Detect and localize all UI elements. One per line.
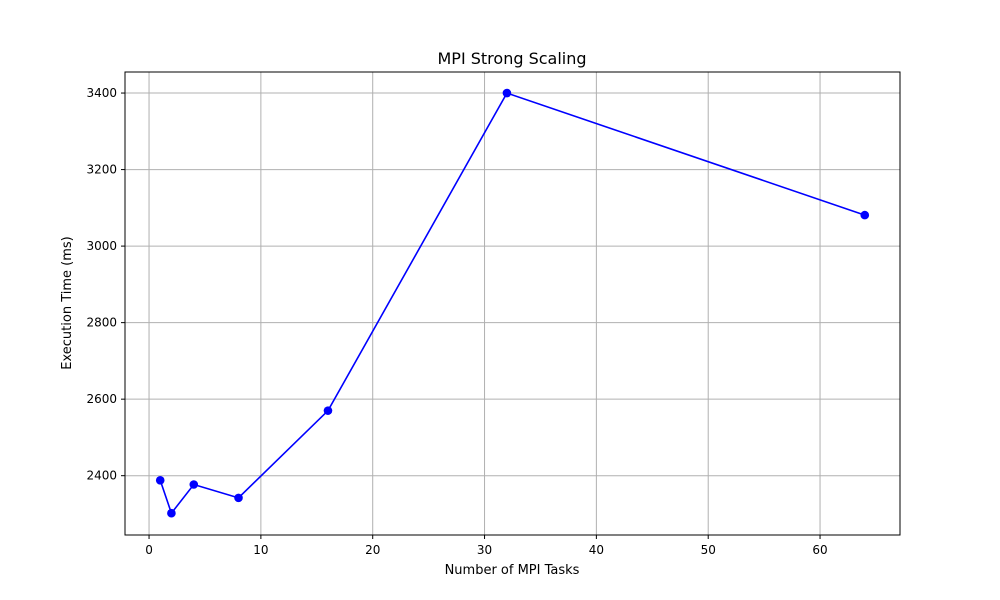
chart-title: MPI Strong Scaling: [437, 49, 586, 68]
x-axis-label: Number of MPI Tasks: [445, 563, 580, 578]
data-point: [234, 493, 243, 503]
data-point: [189, 480, 199, 489]
x-tick-label: 40: [589, 543, 604, 557]
data-point: [502, 88, 512, 98]
y-tick-label: 2400: [86, 469, 117, 483]
data-point: [155, 475, 165, 485]
data-point: [167, 508, 176, 518]
y-tick-label: 3200: [86, 163, 117, 177]
x-tick-label: 20: [365, 543, 380, 557]
y-tick-label: 3400: [86, 86, 117, 100]
data-point: [860, 210, 870, 220]
data-point: [323, 406, 333, 415]
y-axis-label: Execution Time (ms): [60, 236, 75, 369]
series-line: [159, 92, 866, 515]
x-tick-label: 10: [253, 543, 268, 557]
grid-layer: [125, 72, 900, 535]
x-tick-label: 60: [812, 543, 827, 557]
x-tick-label: 0: [145, 543, 153, 557]
plot-frame: [124, 71, 901, 536]
x-tick-label: 50: [701, 543, 716, 557]
ticks-layer: 0 10 20 30 40 50 60 2400 2600 2800 3000 3200 3400: [86, 86, 827, 557]
y-tick-label: 2800: [86, 316, 117, 330]
y-tick-label: 3000: [86, 239, 117, 253]
y-tick-label: 2600: [86, 392, 117, 406]
x-tick-label: 30: [477, 543, 492, 557]
series-layer: [155, 88, 870, 518]
